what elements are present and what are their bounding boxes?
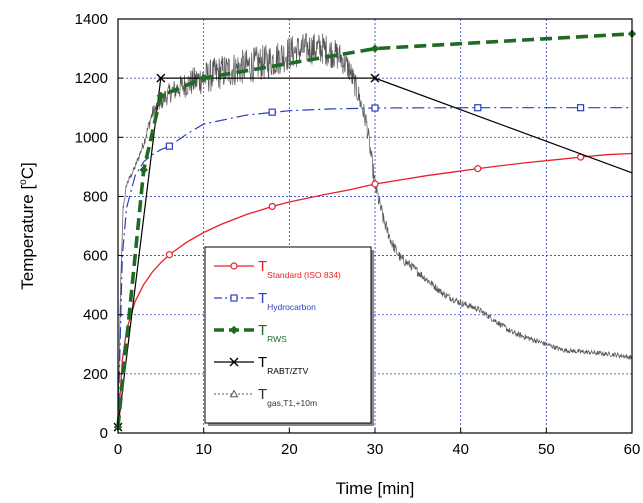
data-point [165,251,173,259]
y-tick-label: 400 [83,307,108,324]
x-tick-label: 60 [624,441,641,458]
legend: TStandard (ISO 834) THydrocarbon TRWS TRABT… [204,246,374,426]
x-tick-label: 40 [452,441,469,458]
data-point [268,202,276,211]
y-tick-label: 1400 [75,11,108,28]
legend-item: Tgas,T1,+10m [214,386,317,408]
series-layer [113,29,637,432]
legend-label: TRWS [258,322,287,344]
series-line [117,77,633,428]
legend-label: TRABT/ZTV [258,354,309,376]
series-standard-iso-834- [117,152,633,428]
x-tick-label: 20 [281,441,298,458]
legend-item: TRABT/ZTV [214,354,309,376]
x-tick-label: 50 [538,441,555,458]
data-point [156,91,166,101]
data-point [139,165,148,175]
data-point [576,104,585,112]
data-point [474,104,482,112]
legend-item: THydrocarbon [214,290,316,312]
data-point [165,142,173,150]
data-point [370,73,380,83]
data-point [370,44,380,53]
y-axis-label-unit: C] [18,162,37,179]
legend-label: THydrocarbon [258,290,316,312]
legend-label: Tgas,T1,+10m [258,386,317,408]
x-tick-label: 0 [114,441,122,458]
series-line [117,152,633,428]
legend-item: TRWS [214,322,287,344]
y-tick-label: 800 [83,188,108,205]
data-point [474,165,482,173]
x-tick-label: 30 [367,441,384,458]
y-tick-label: 1200 [75,70,108,87]
data-point [230,294,238,302]
y-tick-label: 600 [83,248,108,265]
data-point [230,262,238,270]
legend-label: TStandard (ISO 834) [258,258,341,280]
y-axis-label-sup: o [18,179,29,185]
data-point [229,357,239,367]
data-point [371,180,379,188]
data-point [268,108,276,116]
data-point [199,73,208,83]
series-hydrocarbon [117,104,632,428]
data-point [156,73,166,83]
series-line [116,32,633,428]
data-point [371,104,379,112]
y-tick-label: 1000 [75,129,108,146]
series-rws [113,29,637,432]
x-axis-label: Time [min] [336,479,415,498]
legend-item: TStandard (ISO 834) [214,258,341,280]
x-tick-label: 10 [195,441,212,458]
y-tick-label: 0 [100,425,108,442]
y-axis-label: Temperature [oC] [18,162,37,289]
y-axis-label-main: Temperature [ [18,185,37,290]
data-point [229,389,239,398]
data-point [229,325,239,335]
y-tick-label: 200 [83,366,108,383]
